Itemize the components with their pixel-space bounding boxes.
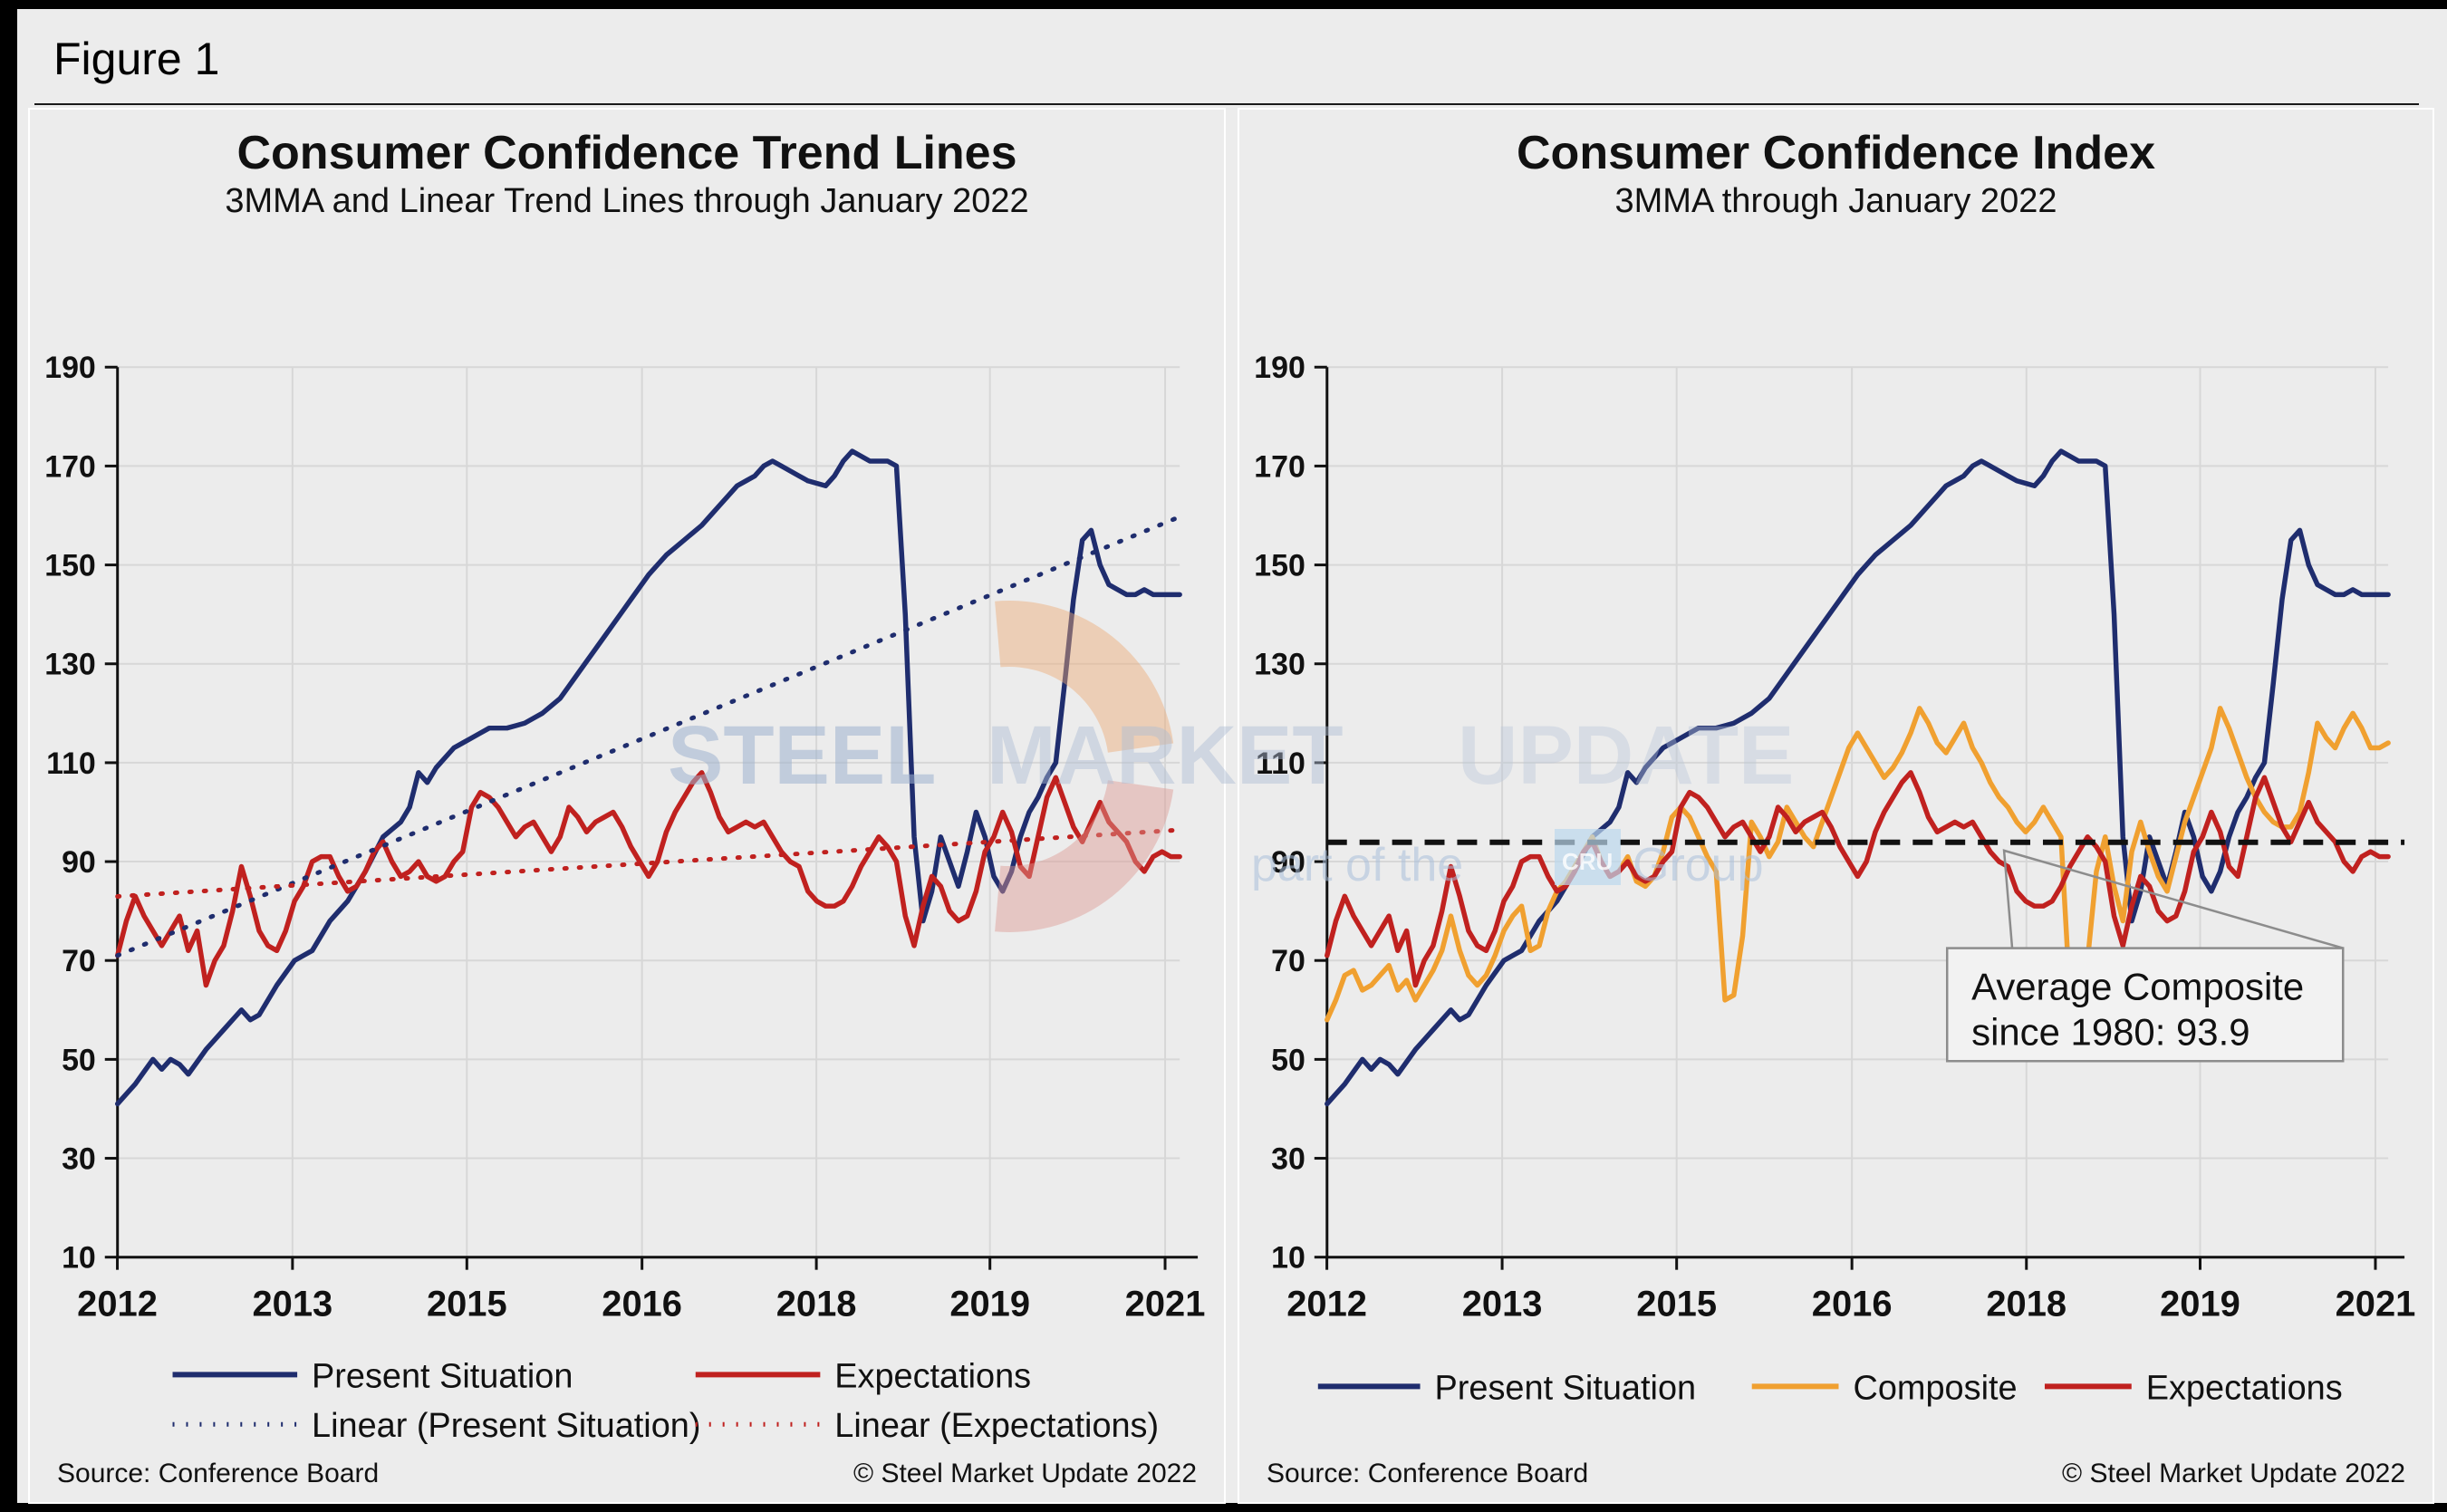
svg-text:since 1980: 93.9: since 1980: 93.9 [1971, 1010, 2250, 1053]
svg-text:2015: 2015 [1636, 1285, 1717, 1324]
svg-text:130: 130 [1254, 648, 1305, 682]
svg-text:Linear (Expectations): Linear (Expectations) [834, 1407, 1159, 1445]
svg-text:170: 170 [44, 449, 96, 484]
svg-text:2018: 2018 [776, 1285, 857, 1324]
svg-text:150: 150 [1254, 549, 1305, 583]
svg-text:Average Composite: Average Composite [1971, 965, 2304, 1007]
svg-text:2013: 2013 [253, 1285, 333, 1324]
svg-text:30: 30 [1271, 1142, 1305, 1177]
svg-text:2021: 2021 [2336, 1285, 2416, 1324]
svg-text:Linear (Present Situation): Linear (Present Situation) [312, 1407, 700, 1445]
svg-text:70: 70 [1271, 944, 1305, 978]
svg-text:30: 30 [62, 1142, 96, 1177]
svg-text:150: 150 [44, 549, 96, 583]
svg-text:2018: 2018 [1986, 1285, 2066, 1324]
svg-text:Expectations: Expectations [2146, 1369, 2343, 1407]
svg-text:10: 10 [62, 1241, 96, 1276]
svg-text:2019: 2019 [2160, 1285, 2240, 1324]
svg-text:190: 190 [44, 351, 96, 385]
svg-text:2021: 2021 [1125, 1285, 1206, 1324]
svg-text:130: 130 [44, 648, 96, 682]
svg-text:2015: 2015 [427, 1285, 507, 1324]
svg-text:Present Situation: Present Situation [1435, 1369, 1697, 1407]
svg-text:70: 70 [62, 944, 96, 978]
svg-text:2012: 2012 [1286, 1285, 1367, 1324]
svg-text:190: 190 [1254, 351, 1305, 385]
svg-text:50: 50 [1271, 1043, 1305, 1077]
svg-text:110: 110 [46, 746, 96, 781]
svg-text:10: 10 [1271, 1241, 1305, 1276]
svg-text:110: 110 [1256, 746, 1305, 781]
svg-text:2013: 2013 [1462, 1285, 1543, 1324]
svg-text:2019: 2019 [949, 1285, 1030, 1324]
svg-text:2012: 2012 [77, 1285, 158, 1324]
svg-text:Composite: Composite [1853, 1369, 2017, 1407]
svg-text:90: 90 [1271, 845, 1305, 880]
svg-text:Present Situation: Present Situation [312, 1357, 573, 1395]
svg-text:2016: 2016 [1812, 1285, 1893, 1324]
svg-text:2016: 2016 [602, 1285, 682, 1324]
svg-text:50: 50 [62, 1043, 96, 1077]
svg-text:Expectations: Expectations [834, 1357, 1031, 1395]
svg-text:170: 170 [1254, 449, 1305, 484]
svg-text:90: 90 [62, 845, 96, 880]
